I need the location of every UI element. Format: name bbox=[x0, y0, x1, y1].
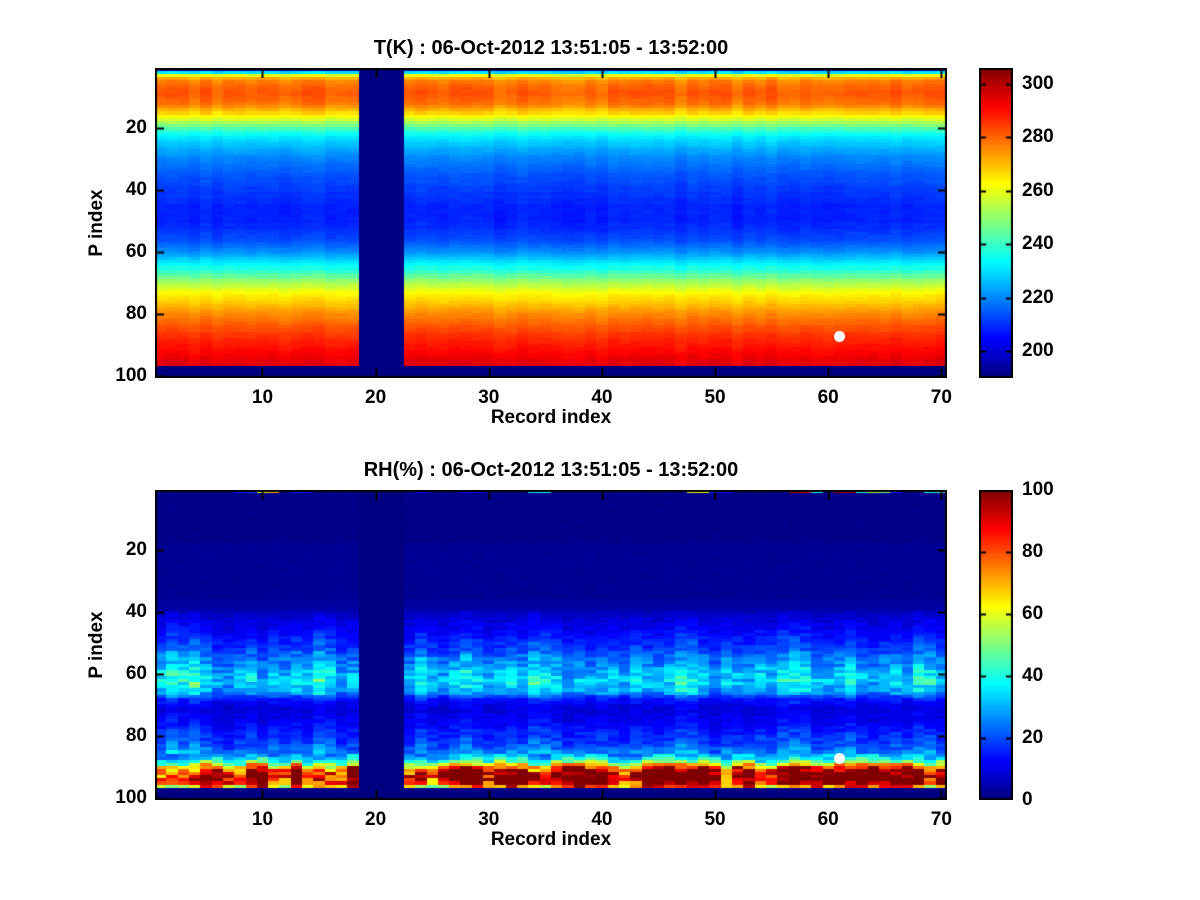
x-tick-label: 40 bbox=[591, 387, 613, 408]
y-tick-label: 20 bbox=[125, 117, 147, 139]
colorbar-tick-label: 60 bbox=[1022, 603, 1044, 624]
colorbar-tick-label: 240 bbox=[1022, 233, 1054, 255]
humidity-x-axis-label: Record index bbox=[490, 829, 612, 850]
humidity-heatmap-canvas[interactable] bbox=[155, 490, 947, 800]
x-tick-label: 50 bbox=[704, 809, 726, 830]
colorbar-tick-label: 80 bbox=[1022, 541, 1044, 562]
colorbar-tick-label: 20 bbox=[1022, 727, 1044, 748]
temperature-colorbar-canvas bbox=[979, 68, 1013, 378]
humidity-heatmap[interactable] bbox=[155, 490, 947, 800]
colorbar-tick-label: 200 bbox=[1022, 340, 1054, 362]
selected-point-marker bbox=[834, 330, 845, 342]
colorbar-tick-label: 40 bbox=[1022, 665, 1044, 686]
x-tick-label: 60 bbox=[817, 387, 839, 408]
temperature-colorbar bbox=[979, 68, 1013, 378]
temperature-heatmap[interactable] bbox=[155, 68, 947, 378]
colorbar-tick-label: 100 bbox=[1022, 479, 1054, 500]
y-tick-label: 60 bbox=[125, 241, 147, 263]
selected-point-marker bbox=[834, 752, 845, 764]
x-tick-label: 50 bbox=[704, 387, 726, 408]
colorbar-tick-label: 300 bbox=[1022, 73, 1054, 95]
colorbar-tick-label: 280 bbox=[1022, 126, 1054, 148]
humidity-title: RH(%) : 06-Oct-2012 13:51:05 - 13:52:00 bbox=[363, 459, 739, 481]
x-tick-label: 60 bbox=[817, 809, 839, 830]
y-tick-label: 20 bbox=[125, 539, 147, 561]
x-tick-label: 70 bbox=[930, 809, 952, 830]
x-tick-label: 10 bbox=[251, 387, 274, 408]
y-tick-label: 40 bbox=[125, 601, 147, 623]
humidity-colorbar bbox=[979, 490, 1013, 800]
y-tick-label: 80 bbox=[125, 303, 147, 325]
colorbar-tick-label: 0 bbox=[1022, 789, 1033, 810]
temperature-x-axis-label: Record index bbox=[490, 407, 612, 428]
x-tick-label: 70 bbox=[930, 387, 952, 408]
y-tick-label: 100 bbox=[115, 787, 147, 809]
humidity-y-axis-label: P index bbox=[86, 611, 107, 679]
y-tick-label: 80 bbox=[125, 725, 147, 747]
colorbar-tick-label: 260 bbox=[1022, 179, 1054, 201]
x-tick-label: 30 bbox=[478, 387, 500, 408]
y-tick-label: 60 bbox=[125, 663, 147, 685]
y-tick-label: 40 bbox=[125, 179, 147, 201]
x-tick-label: 30 bbox=[478, 809, 500, 830]
y-tick-label: 100 bbox=[115, 365, 147, 387]
x-tick-label: 10 bbox=[251, 809, 274, 830]
x-tick-label: 40 bbox=[591, 809, 613, 830]
x-tick-label: 20 bbox=[365, 387, 387, 408]
temperature-heatmap-canvas[interactable] bbox=[155, 68, 947, 378]
humidity-colorbar-canvas bbox=[979, 490, 1013, 800]
temperature-title: T(K) : 06-Oct-2012 13:51:05 - 13:52:00 bbox=[373, 37, 729, 59]
temperature-y-axis-label: P index bbox=[86, 189, 107, 257]
x-tick-label: 20 bbox=[365, 809, 387, 830]
colorbar-tick-label: 220 bbox=[1022, 286, 1054, 308]
